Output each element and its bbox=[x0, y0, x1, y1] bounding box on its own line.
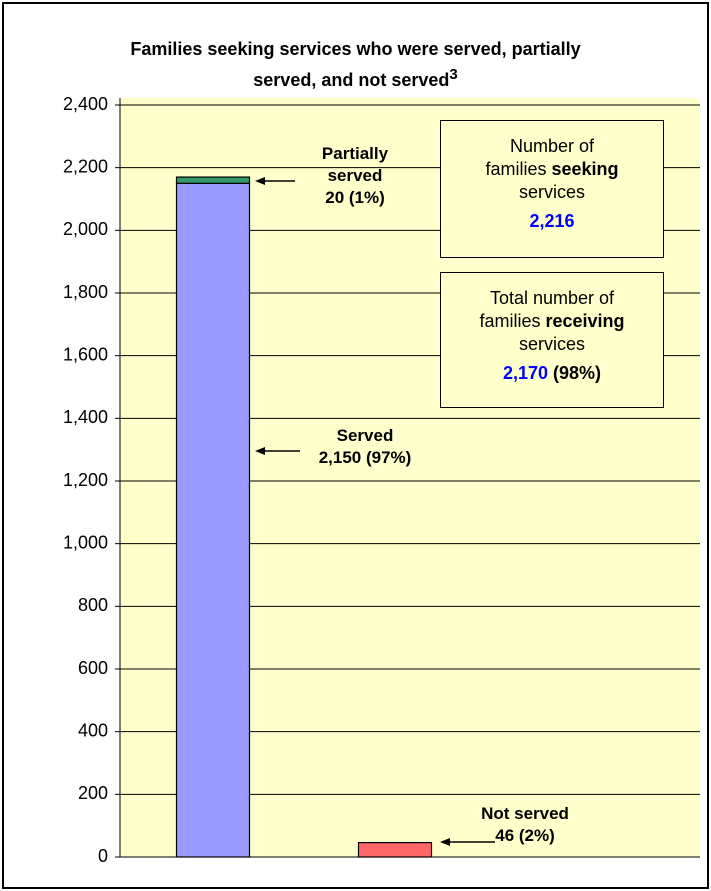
data-label: Served 2,150 (97%) bbox=[295, 425, 435, 469]
value-label: 20 (1%) bbox=[325, 188, 385, 207]
info-box: Total number of families receiving service… bbox=[440, 272, 664, 408]
y-tick-label: 800 bbox=[78, 595, 108, 615]
y-tick-label: 0 bbox=[98, 846, 108, 866]
bar-segment bbox=[357, 841, 433, 858]
data-label: Not served 46 (2%) bbox=[455, 803, 595, 847]
box-text: receiving bbox=[545, 311, 625, 331]
arrow-head bbox=[440, 838, 450, 846]
series-name: Partially served bbox=[321, 144, 389, 185]
y-tick-label: 200 bbox=[78, 783, 108, 803]
box-value-number: 2,170 bbox=[502, 363, 549, 383]
box-text: Total number of bbox=[489, 288, 615, 308]
box-line: Total number of bbox=[441, 287, 663, 310]
box-text: families bbox=[485, 159, 552, 179]
bar-segment bbox=[175, 182, 251, 858]
series-name: Not served bbox=[481, 804, 569, 823]
value-label: 2,150 (97%) bbox=[318, 448, 412, 467]
y-tick-label: 2,400 bbox=[63, 94, 108, 114]
arrow-head bbox=[255, 177, 265, 185]
series-name: Served bbox=[336, 426, 394, 445]
arrow-head bbox=[255, 447, 265, 455]
box-text: seeking bbox=[551, 159, 619, 179]
info-box: Number of families seeking services 2,216 bbox=[440, 120, 664, 258]
box-value: 2,170 (98%) bbox=[441, 362, 663, 385]
title-note: 3 bbox=[449, 66, 458, 83]
box-text: services bbox=[518, 334, 585, 354]
y-tick-label: 1,200 bbox=[63, 470, 108, 490]
y-tick-label: 600 bbox=[78, 658, 108, 678]
y-tick-label: 1,400 bbox=[63, 407, 108, 427]
y-tick-label: 1,600 bbox=[63, 344, 108, 364]
box-line: services bbox=[441, 181, 663, 204]
box-line: families seeking bbox=[441, 158, 663, 181]
chart-title: Families seeking services who were serve… bbox=[130, 39, 581, 90]
box-text: Number of bbox=[509, 136, 595, 156]
box-value-suffix: (98%) bbox=[548, 363, 602, 383]
y-tick-label: 1,000 bbox=[63, 532, 108, 552]
value-label: 46 (2%) bbox=[495, 826, 555, 845]
y-tick-label: 400 bbox=[78, 720, 108, 740]
box-line: services bbox=[441, 333, 663, 356]
bar-segment bbox=[175, 176, 251, 184]
box-line: families receiving bbox=[441, 310, 663, 333]
box-text: services bbox=[518, 182, 585, 202]
box-value-number: 2,216 bbox=[529, 211, 575, 231]
box-value: 2,216 bbox=[441, 210, 663, 233]
chart-title-block: Families seeking services who were serve… bbox=[0, 36, 711, 93]
y-tick-label: 1,800 bbox=[63, 282, 108, 302]
box-text: families bbox=[479, 311, 546, 331]
box-line: Number of bbox=[441, 135, 663, 158]
data-label: Partially served 20 (1%) bbox=[300, 143, 410, 209]
y-tick-label: 2,000 bbox=[63, 219, 108, 239]
y-tick-label: 2,200 bbox=[63, 156, 108, 176]
